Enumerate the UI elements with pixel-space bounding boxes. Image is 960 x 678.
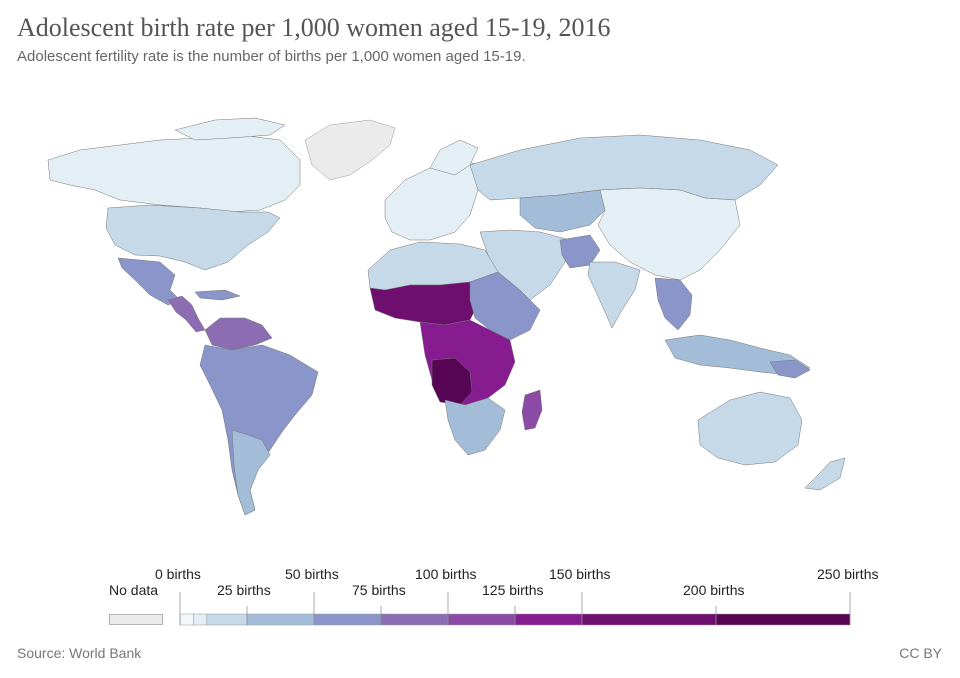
region-southern-africa[interactable] — [444, 397, 506, 456]
legend-bin-3[interactable] — [246, 613, 315, 626]
region-southeast-asia[interactable] — [654, 277, 693, 331]
legend-label-25: 25 births — [217, 582, 271, 598]
legend-bin-1[interactable] — [193, 613, 208, 626]
legend-no-data-swatch — [109, 614, 163, 625]
chart-title: Adolescent birth rate per 1,000 women ag… — [17, 13, 611, 42]
legend-label-250: 250 births — [817, 566, 879, 582]
chart-subtitle: Adolescent fertility rate is the number … — [17, 48, 526, 65]
legend-bin-4[interactable] — [313, 613, 382, 626]
legend-label-100: 100 births — [415, 566, 477, 582]
region-northern-south-america[interactable] — [204, 317, 273, 351]
legend-bin-7[interactable] — [514, 613, 583, 626]
source-note: Source: World Bank — [17, 645, 142, 661]
legend-bin-9[interactable] — [715, 613, 851, 626]
region-scandinavia[interactable] — [429, 139, 479, 176]
legend-label-0: 0 births — [155, 566, 201, 582]
region-usa[interactable] — [105, 204, 281, 271]
legend-bin-8[interactable] — [581, 613, 717, 626]
world-map — [47, 117, 846, 516]
legend-bin-6[interactable] — [447, 613, 516, 626]
legend-bin-0[interactable] — [179, 613, 194, 626]
region-congo-angola[interactable] — [431, 357, 473, 406]
region-southern-cone[interactable] — [231, 429, 271, 516]
region-central-asia[interactable] — [519, 189, 606, 233]
region-canada[interactable] — [47, 134, 301, 213]
region-arctic-islands[interactable] — [174, 117, 286, 141]
region-madagascar[interactable] — [521, 389, 543, 431]
region-australia[interactable] — [697, 391, 803, 466]
region-greenland[interactable] — [304, 119, 396, 181]
legend-label-125: 125 births — [482, 582, 544, 598]
legend-label-200: 200 births — [683, 582, 745, 598]
region-papua-new-guinea[interactable] — [769, 359, 811, 379]
license-link[interactable]: CC BY — [899, 645, 942, 661]
region-east-africa-horn[interactable] — [469, 271, 541, 341]
legend-label-75: 75 births — [352, 582, 406, 598]
legend-bin-2[interactable] — [206, 613, 248, 626]
region-india[interactable] — [587, 261, 641, 329]
legend-bin-5[interactable] — [380, 613, 449, 626]
region-east-asia[interactable] — [597, 187, 741, 281]
region-new-zealand[interactable] — [804, 457, 846, 491]
region-caribbean[interactable] — [194, 289, 241, 301]
legend-label-50: 50 births — [285, 566, 339, 582]
legend-no-data-label: No data — [109, 582, 159, 598]
legend-label-150: 150 births — [549, 566, 611, 582]
